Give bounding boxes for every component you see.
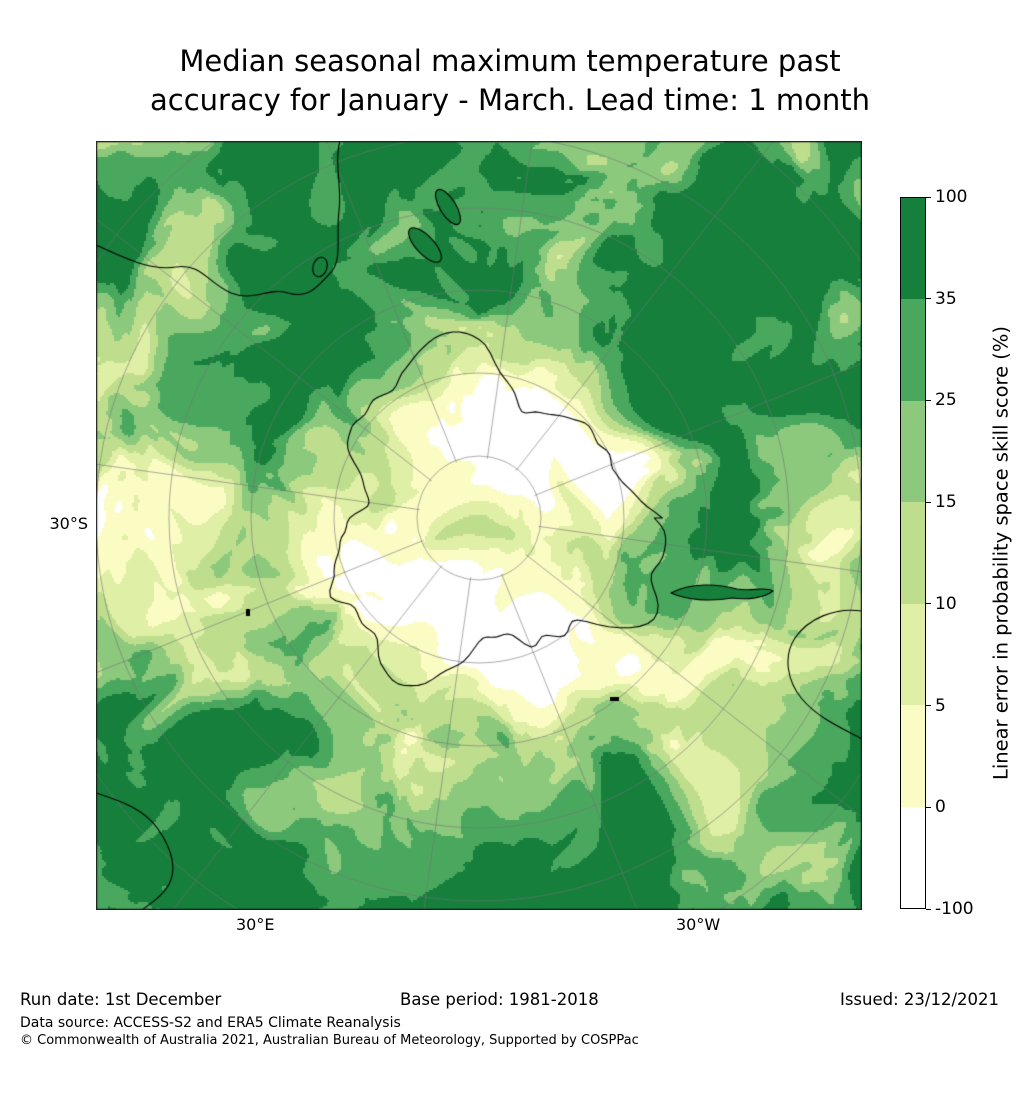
colorbar-tick-label: 100: [935, 187, 968, 207]
chart-title-line1: Median seasonal maximum temperature past: [179, 44, 841, 78]
chart-title-line2: accuracy for January - March. Lead time:…: [149, 83, 870, 117]
colorbar-tick: [926, 705, 931, 707]
colorbar-tick-label: 10: [935, 593, 957, 614]
colorbar: -100 0 5 10 15 25 35 100: [900, 187, 974, 919]
colorbar-segment: [901, 400, 925, 503]
colorbar-axis-label: Linear error in probability space skill …: [989, 325, 1013, 781]
colorbar-ticks: -100 0 5 10 15 25 35 100: [900, 187, 990, 919]
colorbar-tick-label: 15: [935, 492, 957, 513]
lat-label-30s: 30°S: [49, 514, 88, 533]
chart-title: Median seasonal maximum temperature past…: [0, 42, 1020, 120]
colorbar-tick: [926, 298, 931, 300]
lon-label-30w: 30°W: [676, 915, 721, 934]
colorbar-tick-label: -100: [935, 899, 974, 919]
colorbar-segment: [901, 299, 925, 401]
colorbar-tick: [926, 806, 931, 808]
skill-map-canvas: [96, 141, 862, 910]
colorbar-segment: [901, 603, 925, 706]
colorbar-tick-label: 5: [935, 695, 946, 716]
colorbar-tick: [926, 196, 931, 198]
colorbar-segment: [901, 806, 925, 908]
base-period-text: Base period: 1981-2018: [400, 990, 599, 1009]
issued-date-text: Issued: 23/12/2021: [839, 990, 999, 1009]
run-date-text: Run date: 1st December: [20, 990, 222, 1009]
colorbar-tick: [926, 399, 931, 401]
data-source-text: Data source: ACCESS-S2 and ERA5 Climate …: [20, 1015, 401, 1031]
colorbar-segment: [901, 502, 925, 604]
colorbar-gradient: [900, 197, 926, 909]
colorbar-tick-label: 35: [935, 288, 957, 309]
colorbar-tick: [926, 603, 931, 605]
colorbar-tick-label: 0: [935, 797, 946, 818]
map-panel: [96, 141, 862, 910]
copyright-text: © Commonwealth of Australia 2021, Austra…: [20, 1033, 639, 1048]
colorbar-segment: [901, 198, 925, 300]
colorbar-segment: [901, 705, 925, 807]
colorbar-tick: [926, 908, 931, 910]
lon-label-30e: 30°E: [236, 915, 275, 934]
colorbar-tick-label: 25: [935, 390, 957, 411]
colorbar-tick: [926, 501, 931, 503]
